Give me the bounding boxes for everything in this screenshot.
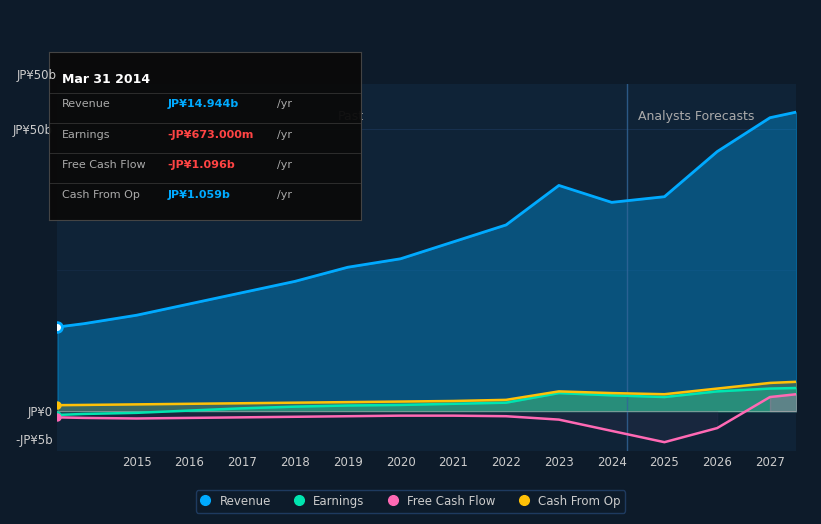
Text: Mar 31 2014: Mar 31 2014 [62, 72, 150, 85]
Legend: Revenue, Earnings, Free Cash Flow, Cash From Op: Revenue, Earnings, Free Cash Flow, Cash … [195, 490, 626, 513]
Text: /yr: /yr [277, 190, 292, 200]
Text: JP¥14.944b: JP¥14.944b [167, 100, 239, 110]
Text: /yr: /yr [277, 100, 292, 110]
Text: Past: Past [337, 110, 364, 123]
Text: Cash From Op: Cash From Op [62, 190, 140, 200]
Text: JP¥50b: JP¥50b [16, 70, 57, 82]
Text: Free Cash Flow: Free Cash Flow [62, 160, 145, 170]
Text: Earnings: Earnings [62, 129, 110, 139]
Text: -JP¥673.000m: -JP¥673.000m [167, 129, 255, 139]
Text: -JP¥1.096b: -JP¥1.096b [167, 160, 236, 170]
Text: /yr: /yr [277, 129, 292, 139]
Text: Analysts Forecasts: Analysts Forecasts [638, 110, 754, 123]
Text: /yr: /yr [277, 160, 292, 170]
Text: Revenue: Revenue [62, 100, 111, 110]
Text: JP¥1.059b: JP¥1.059b [167, 190, 231, 200]
